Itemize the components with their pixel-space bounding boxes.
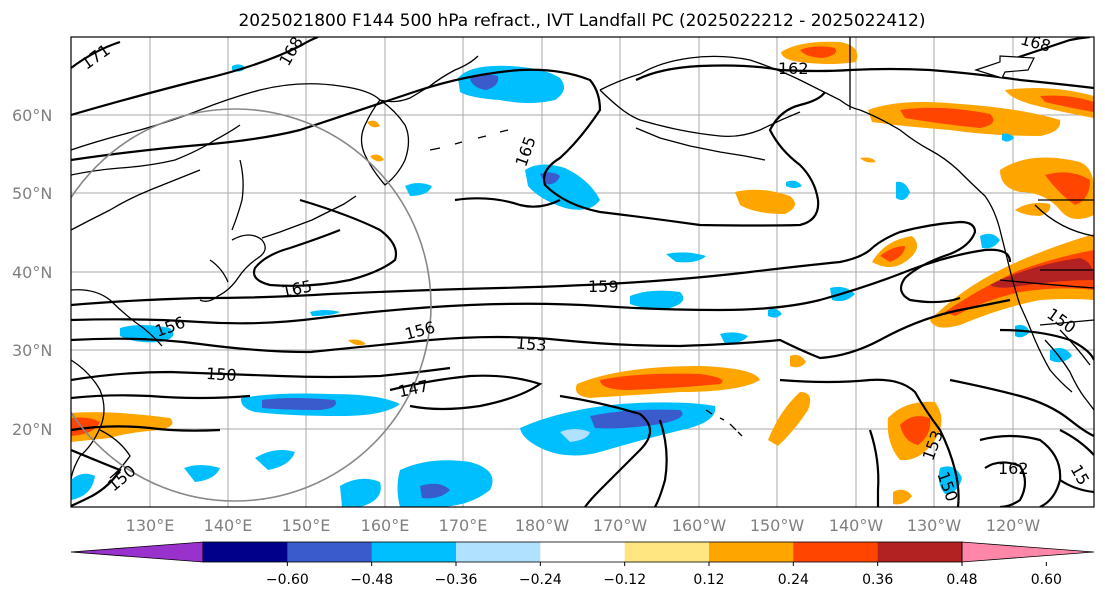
lat-label-50n: 50°N [12, 184, 52, 203]
colorbar-tick-label: −0.48 [350, 572, 393, 588]
contour-label: 153 [515, 333, 547, 355]
colorbar-bin [540, 542, 626, 562]
colorbar-border [202, 541, 963, 563]
lon-label-120w: 120°W [986, 516, 1041, 535]
colorbar-tick-label: −0.60 [266, 572, 309, 588]
lat-label-40n: 40°N [12, 263, 52, 282]
great-circle-marker [71, 108, 432, 502]
positive-shading [71, 41, 1094, 505]
longitude-labels: 130°E 140°E 150°E 160°E 170°E 180°W 170°… [126, 516, 1041, 535]
map-border [70, 36, 1095, 508]
colorbar-arrow-high [961, 541, 1095, 563]
map-title: 2025021800 F144 500 hPa refract., IVT La… [238, 11, 925, 31]
lon-label-170w: 170°W [593, 516, 648, 535]
contour-label: 162 [998, 459, 1029, 478]
colorbar-tick-label: 0.48 [946, 572, 977, 588]
colorbar-bin [709, 542, 794, 562]
lon-label-160e: 160°E [361, 516, 410, 535]
colorbar-bin [793, 542, 879, 562]
contours [71, 37, 1094, 507]
contour-label: 162 [778, 59, 809, 78]
lon-label-130e: 130°E [126, 516, 175, 535]
colorbar-tick-label: 0.60 [1031, 572, 1062, 588]
lon-label-170e: 170°E [439, 516, 488, 535]
lon-label-150e: 150°E [282, 516, 331, 535]
coastlines [71, 37, 1094, 481]
colorbar-arrow-low [70, 541, 204, 563]
lon-label-150w: 150°W [750, 516, 805, 535]
lon-label-160w: 160°W [672, 516, 727, 535]
lat-label-30n: 30°N [12, 341, 52, 360]
lon-label-140e: 140°E [204, 516, 253, 535]
colorbar-tick-label: −0.12 [603, 572, 646, 588]
lon-label-140w: 140°W [829, 516, 884, 535]
colorbar-bin [287, 542, 373, 562]
colorbar-bin [624, 542, 710, 562]
colorbar-tick-label: −0.24 [519, 572, 562, 588]
colorbar-tick-label: 0.36 [862, 572, 893, 588]
colorbar-bin [877, 542, 963, 562]
colorbar-tick-label: 0.24 [778, 572, 809, 588]
colorbar-bin [203, 542, 288, 562]
lat-label-20n: 20°N [12, 420, 52, 439]
lat-label-60n: 60°N [12, 106, 52, 125]
colorbar-tick-label: −0.36 [435, 572, 478, 588]
lon-label-180w: 180°W [515, 516, 570, 535]
colorbar-bin [371, 542, 457, 562]
contour-label: 159 [588, 277, 619, 296]
wind-arrow-marker [974, 55, 1035, 79]
contour-label: 150 [205, 364, 237, 385]
colorbar: −0.60 −0.48 −0.36 −0.24 −0.12 0.12 0.24 0.36 0.4… [70, 541, 1095, 588]
latitude-labels: 60°N 50°N 40°N 30°N 20°N [12, 106, 52, 439]
lon-label-130w: 130°W [907, 516, 962, 535]
colorbar-bin [456, 542, 541, 562]
colorbar-tick-label: 0.12 [693, 572, 724, 588]
